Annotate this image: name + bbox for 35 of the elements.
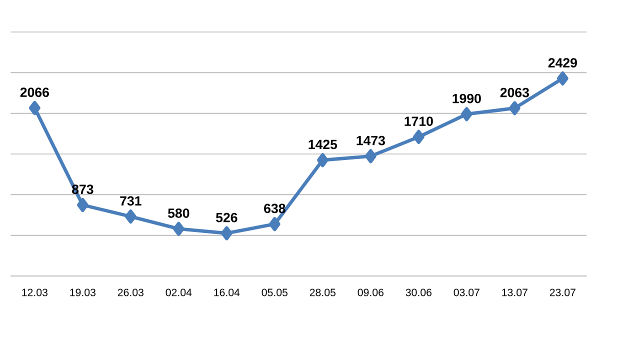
x-tick-label: 23.07: [550, 288, 576, 296]
data-label: 731: [120, 196, 142, 206]
point: [364, 149, 376, 164]
data-label: 2066: [20, 88, 49, 98]
x-tick-label: 09.06: [358, 288, 384, 296]
x-tick-label: 03.07: [454, 288, 480, 296]
point: [412, 130, 424, 144]
data-label: 526: [216, 212, 238, 222]
point: [220, 226, 232, 240]
x-tick-label: 30.06: [406, 288, 432, 296]
data-label: 1710: [404, 116, 433, 126]
x-tick-label: 19.03: [70, 288, 96, 296]
data-label: 1990: [452, 94, 481, 104]
data-label: 1425: [308, 140, 338, 150]
point: [316, 153, 328, 168]
x-tick-label: 05.05: [262, 288, 288, 296]
data-label: 2063: [500, 88, 529, 98]
point: [460, 107, 472, 122]
x-tick-label: 16.04: [214, 288, 240, 296]
point: [76, 198, 88, 212]
point: [556, 71, 568, 86]
x-tick-label: 28.05: [310, 288, 336, 296]
data-label: 580: [168, 208, 190, 218]
x-tick-label: 12.03: [22, 288, 48, 296]
x-tick-label: 02.04: [166, 288, 192, 296]
point: [268, 217, 280, 232]
x-tick-label: 26.03: [118, 288, 144, 296]
point: [508, 101, 520, 116]
data-label: 638: [264, 204, 286, 214]
point: [28, 100, 40, 116]
point: [172, 222, 184, 236]
data-label: 1473: [356, 136, 385, 146]
point: [124, 210, 136, 224]
data-label: 2429: [548, 58, 577, 68]
x-tick-label: 13.07: [502, 288, 528, 296]
